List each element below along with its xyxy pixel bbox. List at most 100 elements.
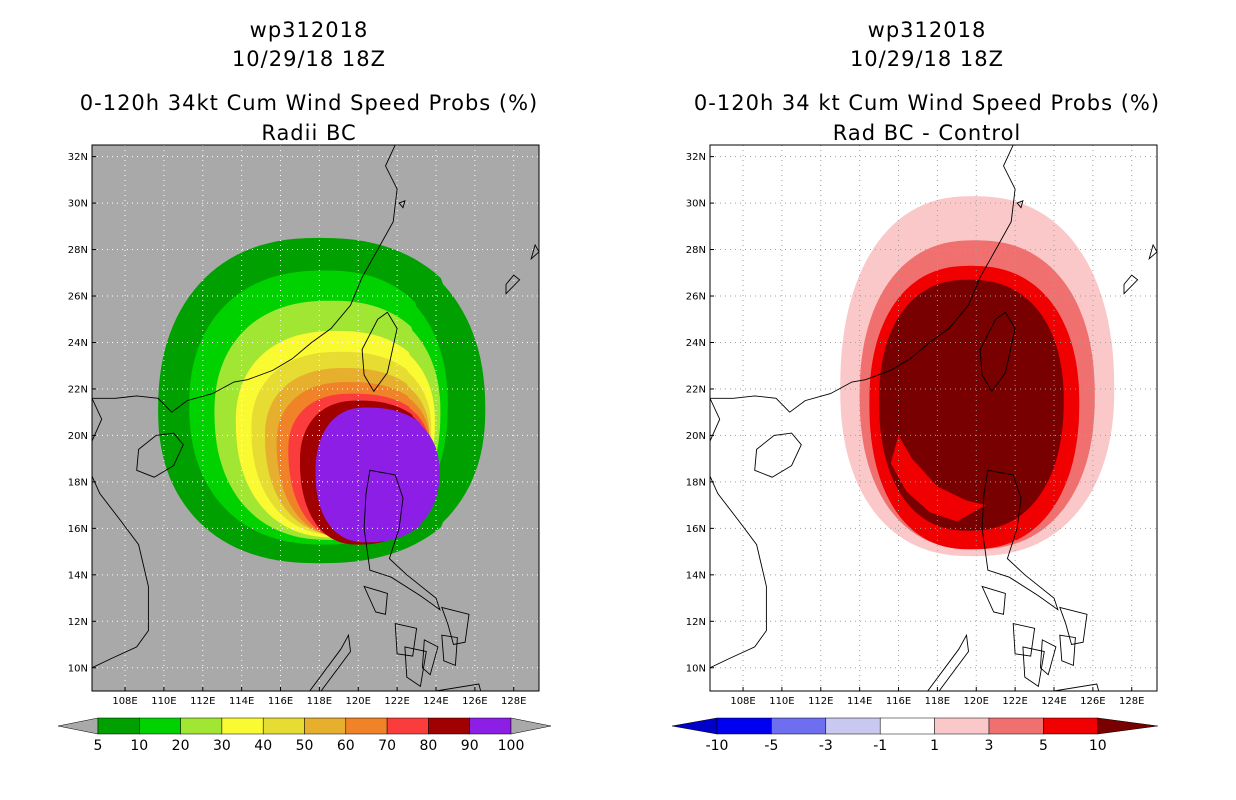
left-colorbar-swatch	[139, 717, 181, 735]
right-coastline-vietnam	[710, 398, 767, 669]
right-colorbar-label: -5	[764, 738, 778, 754]
right-coastline-mindanao	[1013, 683, 1100, 691]
left-colorbar-label: 80	[419, 738, 437, 754]
left-colorbar-arrow-low-edge	[57, 717, 99, 735]
right-colorbar-label: -1	[873, 738, 887, 754]
left-y-tick-label: 28N	[68, 245, 88, 256]
right-coastline-ryukyu2	[1148, 243, 1157, 261]
left-colorbar-label: 90	[461, 738, 479, 754]
left-coastline-vietnam	[92, 398, 149, 669]
right-colorbar-label: -3	[819, 738, 833, 754]
left-colorbar-label: 10	[130, 738, 148, 754]
left-y-tick-label: 10N	[68, 663, 88, 674]
left-coastline-ryukyu1	[505, 274, 521, 295]
left-colorbar-swatch	[304, 717, 347, 735]
right-x-tick-label: 120E	[964, 696, 989, 707]
right-coastline-panay	[1012, 623, 1036, 657]
left-colorbar-swatch	[262, 717, 305, 735]
right-colorbar-swatch	[934, 717, 990, 735]
left-coastline-ryukyu2	[530, 243, 539, 261]
right-chart-subtitle: Rad BC - Control	[832, 121, 1022, 145]
right-coastline-negros	[1022, 646, 1045, 688]
left-panel: wp312018 10/29/18 18Z 0-120h 34kt Cum Wi…	[57, 18, 552, 754]
right-y-tick-label: 20N	[686, 431, 706, 442]
right-x-tick-label: 108E	[730, 696, 755, 707]
left-coastline-cebu	[421, 639, 439, 676]
left-coastline-leyte	[441, 634, 458, 667]
left-coastline-mindoro	[363, 585, 388, 615]
left-x-tick-label: 118E	[307, 696, 332, 707]
left-colorbar-swatch	[345, 717, 388, 735]
right-colorbar-swatch	[988, 717, 1044, 735]
right-coastline-samar	[1059, 606, 1088, 646]
right-y-tick-label: 18N	[686, 477, 706, 488]
right-coastline-palawan	[927, 633, 969, 691]
left-x-tick-label: 112E	[190, 696, 215, 707]
right-x-tick-label: 118E	[925, 696, 950, 707]
right-colorbar-label: 10	[1089, 738, 1107, 754]
right-colorbar-arrow-low	[671, 717, 718, 735]
right-y-tick-label: 10N	[686, 663, 706, 674]
right-contour-10	[879, 279, 1064, 531]
right-x-tick-label: 124E	[1041, 696, 1066, 707]
left-coastline-samar	[441, 606, 470, 646]
right-colorbar-arrow-high	[1097, 717, 1158, 735]
right-coastline-leyte	[1059, 634, 1076, 667]
right-colorbar-swatch	[771, 717, 827, 735]
left-y-tick-label: 14N	[68, 570, 88, 581]
left-y-tick-label: 32N	[68, 152, 88, 163]
left-storm-id: wp312018	[249, 18, 369, 42]
right-y-tick-label: 22N	[686, 384, 706, 395]
right-coastline-zhoushan	[1016, 200, 1024, 209]
right-y-tick-label: 32N	[686, 152, 706, 163]
left-plot-frame	[91, 144, 540, 692]
left-coastline-zhoushan	[398, 200, 406, 209]
right-colorbar-label: -10	[706, 738, 729, 754]
left-coastline-palawan	[309, 633, 351, 691]
left-colorbar-swatch	[97, 717, 140, 735]
left-chart-subtitle: Radii BC	[261, 121, 357, 145]
right-x-tick-label: 128E	[1119, 696, 1144, 707]
right-coastline-mindoro	[981, 585, 1006, 615]
right-plot-frame	[709, 144, 1158, 692]
right-x-tick-label: 116E	[886, 696, 911, 707]
left-coastline-mindanao	[395, 683, 482, 691]
right-colorbar-swatch	[716, 717, 772, 735]
right-coastline-ryukyu1	[1123, 274, 1139, 295]
right-x-tick-label: 122E	[1002, 696, 1027, 707]
left-x-tick-label: 110E	[151, 696, 176, 707]
right-swirl-band	[890, 435, 986, 522]
right-colorbar-swatch	[879, 717, 935, 735]
right-coastline-hainan	[754, 432, 802, 478]
left-x-tick-label: 116E	[268, 696, 293, 707]
right-colorbar-label: 5	[1039, 738, 1048, 754]
left-x-tick-label: 124E	[423, 696, 448, 707]
left-colorbar-swatch	[469, 717, 512, 735]
right-coastline-cebu	[1039, 639, 1057, 676]
right-y-tick-label: 16N	[686, 524, 706, 535]
left-coastline-panay	[394, 623, 418, 657]
left-y-tick-label: 24N	[68, 338, 88, 349]
left-colorbar-label: 5	[94, 738, 103, 754]
left-coastline-luzon	[363, 469, 441, 611]
left-chart-title: 0-120h 34kt Cum Wind Speed Probs (%)	[79, 91, 539, 115]
right-colorbar-swatch	[1043, 717, 1099, 735]
right-y-tick-label: 30N	[686, 199, 706, 210]
left-y-tick-label: 20N	[68, 431, 88, 442]
right-colorbar-swatch	[825, 717, 881, 735]
right-coastline-taiwan	[979, 311, 1016, 393]
left-coastline-negros	[404, 646, 427, 688]
left-y-tick-label: 22N	[68, 384, 88, 395]
left-plot-area	[92, 145, 539, 691]
right-panel: wp312018 10/29/18 18Z 0-120h 34 kt Cum W…	[618, 0, 1236, 800]
left-colorbar-arrow-high	[510, 717, 552, 735]
right-datetime: 10/29/18 18Z	[849, 47, 1005, 71]
left-y-tick-label: 30N	[68, 199, 88, 210]
left-colorbar-label: 100	[498, 738, 525, 754]
left-colorbar-label: 20	[172, 738, 190, 754]
right-y-tick-label: 24N	[686, 338, 706, 349]
right-y-tick-label: 12N	[686, 617, 706, 628]
left-coastline-hainan	[136, 432, 184, 478]
left-coastline-taiwan	[361, 311, 398, 393]
right-map-chart: 108E 110E 112E 114E 116E 118E 120E 122E 124E 126E…	[671, 144, 1158, 754]
